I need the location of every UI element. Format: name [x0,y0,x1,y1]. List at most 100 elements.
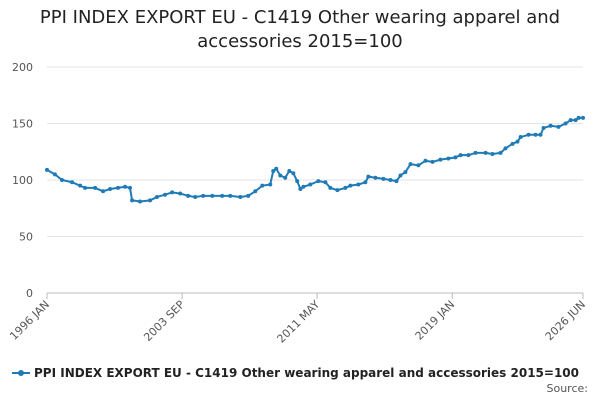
data-point [260,183,265,188]
data-point [473,150,478,155]
legend-marker [18,370,24,376]
data-point [446,156,451,161]
data-point [170,190,175,195]
y-tick-label: 0 [26,287,33,300]
data-point [178,191,183,196]
data-point [108,187,113,192]
data-point [328,185,333,190]
data-line [46,116,583,203]
data-point [308,182,313,187]
data-point [301,184,306,189]
x-tick-label: 2026 JUN [543,298,588,343]
data-point [510,141,515,146]
data-point [253,189,258,194]
data-point [483,150,488,155]
data-point [548,123,553,128]
data-point [287,168,292,173]
data-point [116,185,121,190]
data-point [403,170,408,175]
data-point [70,180,75,185]
data-point [52,172,57,177]
data-point [101,189,106,194]
data-point [408,162,413,167]
data-point [274,166,279,171]
data-point [246,193,251,198]
data-point [154,194,159,199]
data-point [503,146,508,151]
data-point [466,153,471,158]
data-point [130,198,135,203]
data-point [283,175,288,180]
x-tick-label: 2019 JAN [413,298,458,343]
data-point [363,180,368,185]
data-point [271,168,276,173]
data-point [210,193,215,198]
data-point [268,182,273,187]
data-point [45,167,49,172]
source: Source: [547,382,589,395]
data-point [498,150,503,155]
data-point [201,193,206,198]
data-point [278,173,283,178]
data-point [423,158,428,163]
data-point [573,118,578,123]
x-tick-label: 2003 SEP [141,298,187,344]
data-point [193,194,198,199]
data-point [138,199,143,204]
data-point [563,121,568,126]
data-point [490,152,495,157]
data-point [291,171,296,176]
data-point [538,132,543,137]
data-point [458,153,463,158]
data-point [526,132,531,137]
data-point [123,184,128,189]
data-point [394,179,399,184]
data-point [381,176,386,181]
data-point [430,159,435,164]
data-point [576,115,581,120]
x-tick-label: 2011 MAY [275,298,323,346]
data-point [335,188,340,193]
data-point [356,182,361,187]
data-point [373,175,378,180]
data-point [83,185,88,190]
data-point [316,179,321,184]
data-point [533,132,538,137]
data-point [515,139,520,144]
data-point [127,185,132,190]
chart-title: PPI INDEX EXPORT EU - C1419 Other wearin… [39,7,561,52]
data-point [323,180,328,185]
data-point [518,135,523,140]
data-point [148,198,153,203]
y-tick-label: 100 [12,174,33,187]
data-point [295,179,300,184]
data-point [348,183,353,188]
data-point [93,185,98,190]
data-point [163,192,168,197]
data-point [453,155,458,160]
y-tick-label: 50 [19,231,33,244]
data-point [388,178,393,182]
y-tick-label: 200 [12,61,33,74]
x-tick-label: 1996 JAN [7,298,52,343]
data-point [343,185,348,190]
data-point [228,193,233,198]
data-point [298,187,303,192]
data-point [541,126,546,131]
data-point [366,174,371,179]
data-point [398,173,403,178]
data-point [581,115,585,120]
data-point [238,194,243,199]
data-point [438,157,443,162]
legend-label: PPI INDEX EXPORT EU - C1419 Other wearin… [34,366,579,380]
data-point [78,183,83,188]
data-point [220,193,225,198]
data-point [59,178,64,182]
data-point [556,124,561,129]
data-point [416,163,421,168]
data-point [186,193,191,198]
data-point [568,118,573,123]
y-tick-label: 150 [12,118,33,131]
